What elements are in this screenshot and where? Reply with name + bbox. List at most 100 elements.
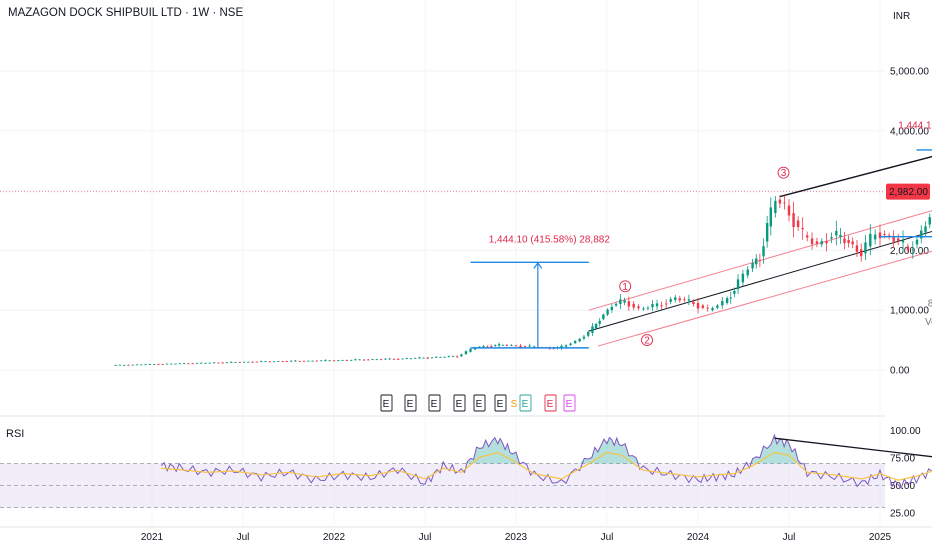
candle-body [494,345,497,347]
earnings-marker [544,394,557,412]
candle-body [674,297,677,301]
candle-body [839,234,842,237]
earnings-marker [404,394,417,412]
candle-body [328,360,331,362]
candle-body [118,364,122,366]
candle-body [238,362,241,363]
candle-body [792,213,795,228]
earnings-marker [380,394,393,412]
candle-body [307,360,310,362]
candle-body [260,361,263,363]
candle-body [217,362,220,364]
candle-body [200,362,203,364]
candle-body [632,303,635,308]
candle-body [627,301,631,307]
candle-body [388,358,391,360]
candle-body [843,238,846,244]
candle-body [859,249,863,257]
candle-body [247,361,250,363]
channel-lower-line [597,250,932,347]
time-tick-label: Jul [783,532,796,543]
candle-body [422,357,425,359]
candle-body [362,359,366,361]
candle-body [272,361,276,363]
candle-body [426,357,429,359]
candle-body [573,341,577,344]
rsi-ma-line [161,451,932,481]
measure2-label: 1,444.10 (64.51%) 28,882 [898,120,932,131]
candle-body [464,351,468,355]
candle-body [602,314,605,320]
currency-label[interactable]: INR [893,11,911,22]
time-tick-label: 2023 [505,532,528,543]
candle-body [721,300,724,306]
candle-body [345,360,349,361]
last-price-badge [886,183,930,200]
candle-body [367,359,370,361]
candle-body [825,241,828,244]
candle-body [405,358,408,360]
candle-body [806,235,809,238]
candle-body [152,364,156,365]
candle-body [519,345,522,348]
candle-body [815,241,819,244]
candle-body [892,236,895,242]
candle-body [830,237,833,239]
symbol-title[interactable]: MAZAGON DOCK SHIPBUIL LTD · 1W · NSE [8,7,244,19]
candle-body [375,359,379,361]
candle-body [212,362,216,364]
candle-body [920,230,923,239]
candle-body [801,227,804,230]
candle-body [564,345,568,347]
earnings-marker-label: E [547,399,554,410]
candle-body [501,344,505,346]
wave-marker-circle [641,334,653,347]
candle-body [701,305,705,308]
candle-body [591,326,594,333]
candle-body [646,307,650,309]
candle-body [897,238,900,241]
candle-body [392,358,396,360]
candle-body [847,239,850,244]
candle-body [582,336,586,339]
candle-body [729,297,732,299]
volume-info-label: Vol 231.26M [925,317,932,328]
candle-body [741,273,745,283]
time-tick-label: 2025 [869,532,892,543]
candle-body [174,363,177,365]
candle-body [178,363,182,365]
candle-body [869,233,872,247]
candle-body [341,360,344,361]
time-tick-label: Jul [237,532,250,543]
rsi-tick-label: 25.00 [890,509,915,520]
candle-body [170,363,173,365]
candle-body [883,233,886,235]
last-price-label: 2,982.00 [889,187,928,198]
candle-body [230,361,233,363]
candle-body [510,345,513,346]
candle-body [716,305,719,308]
candle-body [221,362,224,364]
earnings-marker-label: E [431,399,438,410]
candle-body [687,299,691,301]
earnings-marker [519,394,532,412]
candle-body [144,364,147,366]
earnings-marker [473,394,486,412]
candle-body [762,246,765,257]
earnings-marker-label: E [456,399,463,410]
earnings-marker-label: E [383,399,390,410]
candle-body [796,220,800,228]
candle-body [114,365,117,366]
candle-body [755,258,758,265]
candle-body [289,360,293,362]
rsi-divergence-line [774,437,932,458]
candle-body [135,364,139,366]
candle-body [298,360,301,362]
candle-body [337,360,340,362]
candle-body [619,299,622,305]
time-tick-label: Jul [601,532,614,543]
rsi-tick-label: 100.00 [890,426,921,437]
candle-body [478,346,481,348]
candle-body [294,360,297,362]
